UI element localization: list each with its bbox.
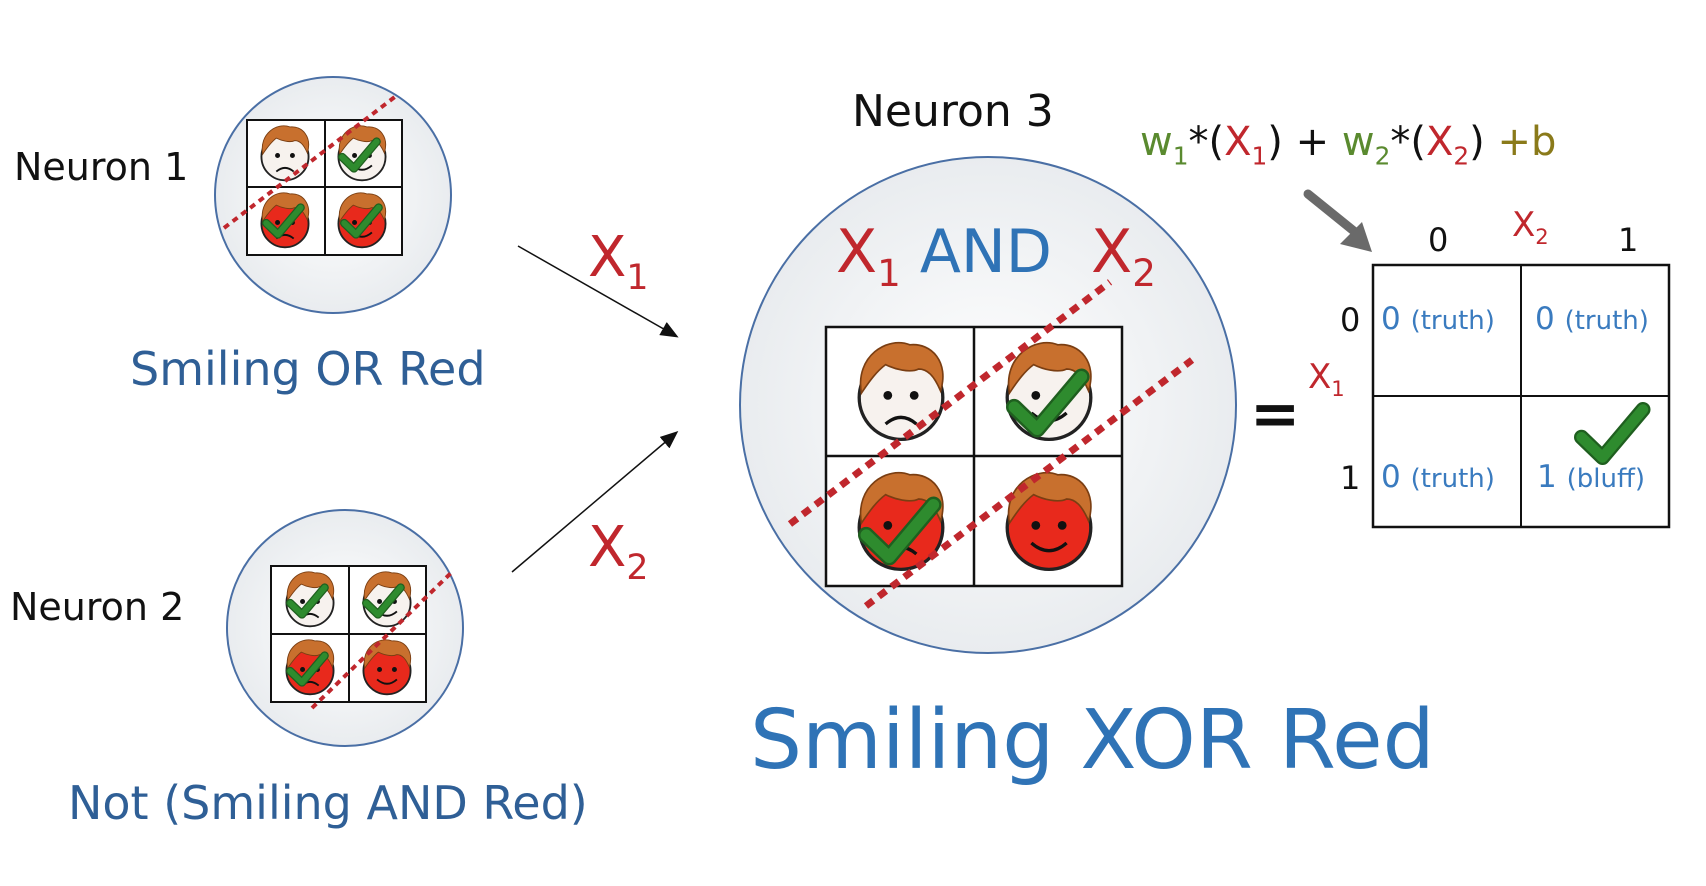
red-smiling-face-icon [362, 638, 412, 696]
x2-input-label: X2 [588, 515, 649, 589]
table-cell: 0 (truth) [1381, 301, 1495, 337]
neuron-1-title: Neuron 1 [14, 145, 189, 189]
decision-boundary-line [787, 279, 1113, 527]
neuron-2 [226, 509, 464, 747]
neuron-2-title: Neuron 2 [10, 585, 185, 629]
neuron-3-expression: X1 AND X2 [836, 222, 1156, 292]
decision-boundary-line [863, 357, 1195, 609]
formula-pointer-arrow [1303, 189, 1365, 241]
neuron-1-caption: Smiling OR Red [130, 342, 486, 396]
and-word: AND [919, 217, 1052, 287]
table-row-variable: X1 [1308, 357, 1345, 401]
neuron-3-title: Neuron 3 [852, 86, 1054, 137]
table-cell: 0 (truth) [1381, 459, 1495, 495]
xor-caption: Smiling XOR Red [750, 693, 1435, 788]
neuron-1 [214, 76, 452, 314]
weighted-sum-formula: w1*(X1) + w2*(X2) +b [1140, 119, 1557, 171]
table-cell: 0 (truth) [1535, 301, 1649, 337]
table-cell: 1 (bluff) [1537, 459, 1645, 495]
neuron-3 [739, 156, 1237, 654]
x2-input-arrow [511, 431, 679, 573]
x1-term: X1 [836, 217, 901, 296]
table-column-header: 0 [1428, 221, 1449, 259]
table-row-header: 0 [1340, 301, 1361, 339]
equals-sign: = [1250, 379, 1301, 449]
x1-input-arrow [517, 245, 679, 338]
frowning-face-icon [260, 124, 310, 182]
frowning-face-icon [857, 341, 945, 442]
x2-term: X2 [1091, 217, 1156, 296]
neuron-2-caption: Not (Smiling AND Red) [68, 776, 588, 830]
x1-input-label: X1 [588, 225, 649, 299]
table-column-header: 1 [1618, 221, 1639, 259]
truth-table-grid [1371, 263, 1671, 529]
decision-boundary-line [222, 94, 398, 230]
table-row-header: 1 [1340, 459, 1361, 497]
formula-pointer-arrowhead [1340, 222, 1372, 252]
table-column-variable: X2 [1512, 205, 1549, 249]
